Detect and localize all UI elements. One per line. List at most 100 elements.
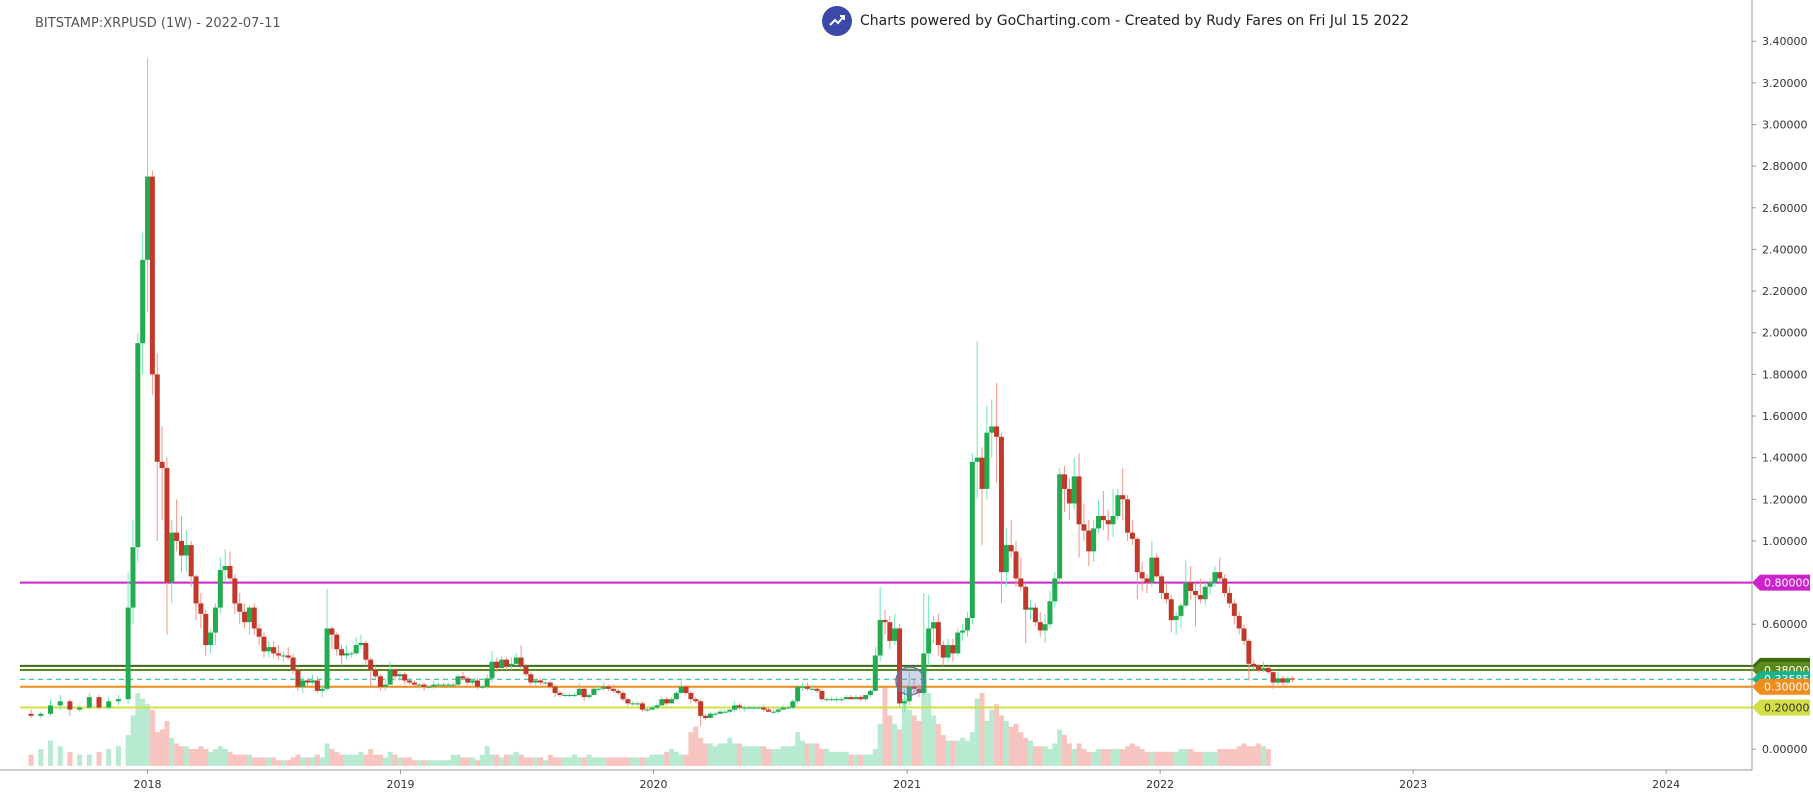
candle-body [198, 603, 204, 614]
volume-bar [1251, 746, 1257, 766]
volume-bar [955, 740, 961, 766]
trending-up-icon[interactable] [822, 6, 852, 36]
candle-body [693, 699, 699, 702]
candle-body [858, 697, 864, 700]
candle-body [702, 715, 708, 718]
volume-bar [586, 754, 592, 766]
volume-bar [392, 754, 398, 766]
volume-bar [1154, 751, 1160, 766]
volume-bar [630, 757, 636, 766]
candle-body [683, 686, 689, 693]
volume-bar [1120, 749, 1126, 766]
candle-body [838, 699, 844, 701]
volume-bar [77, 754, 83, 766]
volume-bar [960, 737, 966, 766]
volume-bar [324, 743, 330, 766]
volume-bar [266, 757, 272, 766]
credit-banner[interactable]: Charts powered by GoCharting.com - Creat… [822, 5, 1409, 37]
volume-bar [1047, 749, 1053, 766]
volume-bar [1028, 740, 1034, 766]
volume-bar [436, 760, 442, 766]
volume-bar [615, 757, 621, 766]
candle-body [474, 680, 480, 687]
volume-bar [208, 751, 214, 766]
volume-bar [343, 754, 349, 766]
candle-body [343, 653, 349, 656]
candle-body [518, 657, 524, 666]
volume-bar [178, 746, 184, 766]
candle-body [1163, 593, 1169, 600]
candle-body [1066, 488, 1072, 504]
volume-bar [135, 693, 141, 766]
candle-body [1013, 551, 1019, 579]
volume-bar [484, 746, 490, 766]
candle-body [135, 343, 141, 548]
volume-bar [38, 749, 44, 766]
volume-bar [1032, 746, 1038, 766]
volume-bar [887, 715, 893, 766]
horizontal-levels [20, 581, 1752, 709]
candle-body [1139, 572, 1145, 579]
candle-body [931, 622, 937, 629]
candle-body [353, 645, 359, 654]
volume-bar [882, 687, 888, 766]
candle-body [635, 703, 641, 705]
candle-body [169, 532, 175, 583]
candle-body [960, 630, 966, 633]
volume-bar [751, 746, 757, 766]
volume-bar [368, 749, 374, 766]
x-tick-label: 2018 [134, 778, 162, 791]
candle-body [358, 642, 364, 646]
y-tick-label: 2.40000 [1762, 243, 1808, 256]
volume-bar [1178, 749, 1184, 766]
candle-body [203, 613, 209, 646]
volume-bar [1260, 746, 1266, 766]
candle-body [1032, 607, 1038, 623]
volume-bar [106, 749, 112, 766]
volume-bars [28, 676, 1271, 766]
y-tick-label: 1.60000 [1762, 410, 1808, 423]
candle-body [605, 686, 611, 689]
volume-bar [994, 704, 1000, 766]
volume-bar [1212, 751, 1218, 766]
candle-body [1202, 586, 1208, 600]
volume-bar [571, 754, 577, 766]
candle-body [1246, 640, 1252, 664]
candle-body [1129, 532, 1135, 539]
volume-bar [848, 754, 854, 766]
volume-bar [601, 757, 607, 766]
volume-bar [1062, 735, 1068, 766]
candle-body [1047, 601, 1053, 625]
volume-bar [1188, 749, 1194, 766]
volume-bar [707, 743, 713, 766]
volume-bar [217, 746, 223, 766]
volume-bar [1134, 746, 1140, 766]
candle-body [523, 665, 529, 675]
volume-bar [1091, 751, 1097, 766]
candle-body [290, 657, 296, 671]
candle-body [28, 713, 34, 716]
candle-body [994, 426, 1000, 437]
volume-bar [513, 751, 519, 766]
candle-body [261, 636, 267, 652]
volume-bar [518, 754, 524, 766]
volume-bar [581, 757, 587, 766]
volume-bar [673, 751, 679, 766]
candle-body [276, 653, 282, 656]
candle-body [727, 709, 733, 712]
candle-body [183, 545, 189, 556]
candle-body [707, 713, 713, 718]
candle-body [1168, 599, 1174, 621]
volume-bar [1231, 749, 1237, 766]
candle-body [562, 695, 568, 697]
volume-bar [353, 754, 359, 766]
candle-body [998, 436, 1004, 573]
volume-bar [305, 757, 311, 766]
candle-body [722, 711, 728, 713]
candles [28, 57, 1296, 727]
candle-body [479, 686, 485, 688]
volume-bar [140, 698, 146, 766]
volume-bar [363, 754, 369, 766]
